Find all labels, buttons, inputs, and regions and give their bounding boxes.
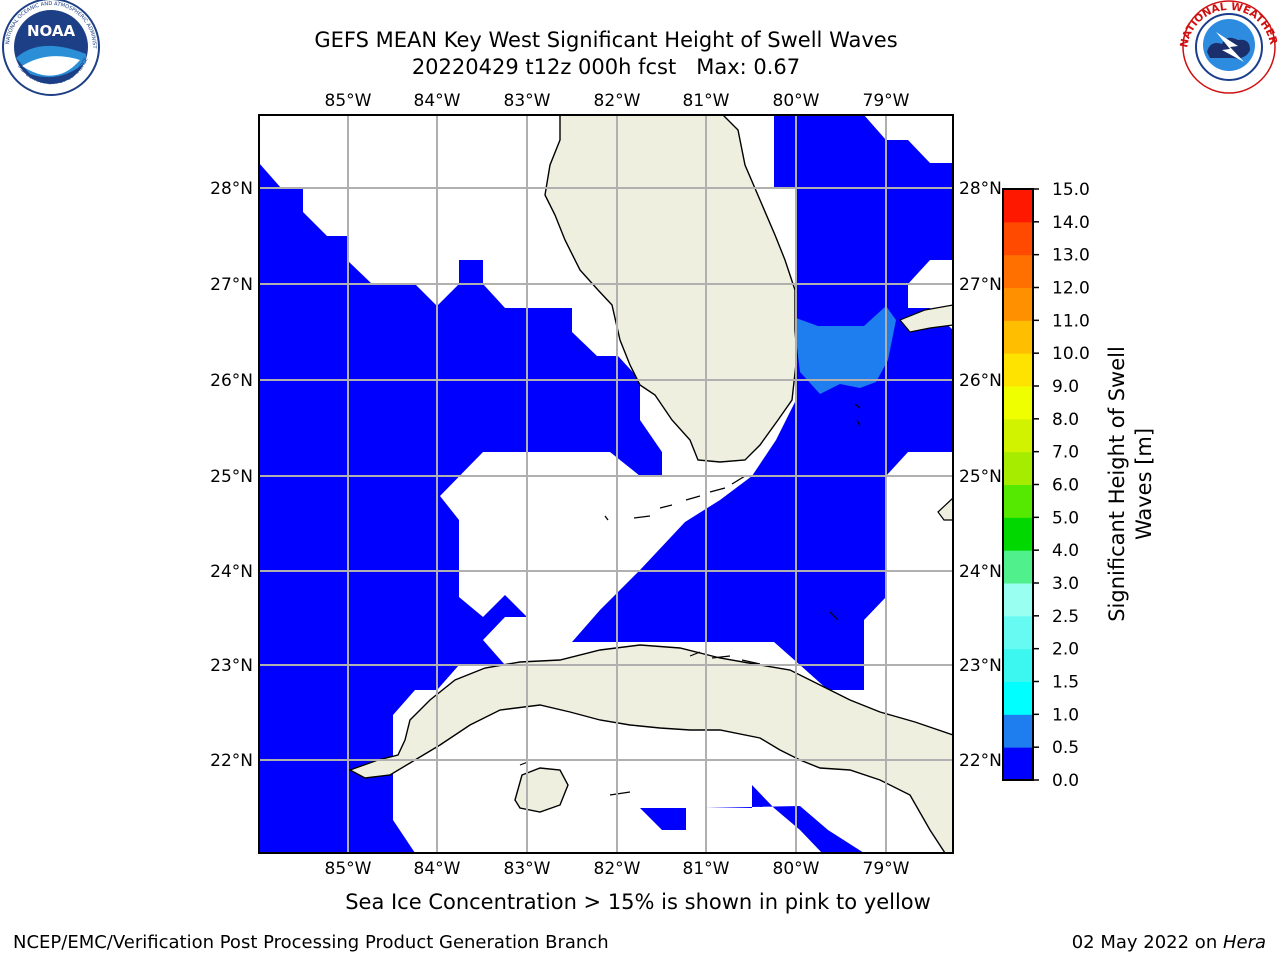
lat-label-left: 25°N — [210, 467, 253, 487]
colorbar-segment — [1003, 648, 1033, 682]
colorbar-tick-label: 11.0 — [1052, 311, 1090, 331]
lat-label-right: 27°N — [959, 275, 1002, 295]
colorbar-tick-label: 1.0 — [1052, 705, 1079, 725]
lon-label-top: 79°W — [863, 91, 910, 111]
swell-shading — [259, 115, 953, 853]
lon-label-bottom: 83°W — [504, 859, 551, 879]
lat-label-left: 24°N — [210, 562, 253, 582]
map-frame — [258, 114, 954, 854]
lat-label-left: 28°N — [210, 179, 253, 199]
lon-label-top: 80°W — [773, 91, 820, 111]
colorbar-segment — [1003, 386, 1033, 420]
noaa-logo: NOAA NATIONAL OCEANIC AND ATMOSPHERIC AD… — [0, 0, 100, 96]
lat-labels: 28°N 27°N 26°N 25°N 24°N 23°N 22°N 28°N … — [210, 179, 1002, 771]
lat-label-right: 24°N — [959, 562, 1002, 582]
map-area — [259, 115, 953, 853]
colorbar-tick-label: 15.0 — [1052, 180, 1090, 200]
colorbar-tick-label: 0.5 — [1052, 738, 1079, 758]
chart-subtitle: 20220429 t12z 000h fcst Max: 0.67 — [411, 55, 801, 79]
colorbar-tick-label: 13.0 — [1052, 246, 1090, 266]
map-grid — [259, 115, 953, 853]
colorbar-tick-label: 2.5 — [1052, 607, 1079, 627]
lat-label-right: 26°N — [959, 371, 1002, 391]
swell-region-atlantic — [572, 115, 953, 690]
lon-label-top: 85°W — [325, 91, 372, 111]
colorbar-tick-label: 7.0 — [1052, 443, 1079, 463]
colorbar-segment — [1003, 254, 1033, 288]
lon-label-bottom: 84°W — [414, 859, 461, 879]
colorbar-frame — [1002, 188, 1034, 781]
colorbar-segment — [1003, 747, 1033, 781]
colorbar-tick-label: 14.0 — [1052, 213, 1090, 233]
land-bahamas — [899, 304, 953, 333]
lon-label-bottom: 79°W — [863, 859, 910, 879]
lon-label-top: 84°W — [414, 91, 461, 111]
colorbar-segment — [1003, 714, 1033, 748]
colorbar-segment — [1003, 418, 1033, 453]
colorbar-segment — [1003, 681, 1033, 715]
lat-label-left: 22°N — [210, 751, 253, 771]
lon-label-bottom: 81°W — [683, 859, 730, 879]
lat-label-right: 28°N — [959, 179, 1002, 199]
colorbar-segment — [1003, 189, 1033, 223]
colorbar-tick-label: 6.0 — [1052, 476, 1079, 496]
colorbar-tick-label: 4.0 — [1052, 541, 1079, 561]
footer-date: 02 May 2022 on Hera — [1072, 932, 1266, 953]
lat-label-right: 22°N — [959, 751, 1002, 771]
swell-region-south-east — [705, 785, 864, 853]
colorbar-tick-label: 1.5 — [1052, 673, 1079, 693]
colorbar-segment — [1003, 550, 1033, 584]
swell-region-mid — [796, 306, 896, 394]
colorbar-segment — [1003, 320, 1033, 354]
colorbar-tick-label: 2.0 — [1052, 640, 1079, 660]
noaa-logo-text: NOAA — [27, 22, 76, 40]
colorbar-segment — [1003, 221, 1033, 256]
colorbar-label-line1: Significant Height of Swell — [1105, 346, 1129, 622]
nws-ring-text: NATIONAL WEATHER SERVICE — [0, 0, 1280, 49]
sea-ice-note: Sea Ice Concentration > 15% is shown in … — [345, 890, 931, 914]
lat-label-left: 27°N — [210, 275, 253, 295]
lon-label-bottom: 85°W — [325, 859, 372, 879]
lon-label-top: 81°W — [683, 91, 730, 111]
colorbar-tick-label: 8.0 — [1052, 410, 1079, 430]
footer-host: Hera — [1222, 932, 1266, 953]
swell-region-gulf — [259, 163, 662, 853]
colorbar-segment — [1003, 517, 1033, 551]
lat-label-left: 23°N — [210, 656, 253, 676]
cuba-keys — [519, 403, 861, 796]
land-florida — [544, 115, 798, 463]
land-isla-juventud — [514, 767, 569, 813]
colorbar-tick-label: 5.0 — [1052, 508, 1079, 528]
swell-region-south — [640, 808, 686, 830]
colorbar-ticks: 0.0 0.5 1.0 1.5 2.0 2.5 3.0 4.0 5.0 6.0 7.0 8.0 9.0 1… — [1033, 180, 1090, 791]
colorbar-segment — [1003, 583, 1033, 617]
lon-label-bottom: 82°W — [594, 859, 641, 879]
colorbar-tick-label: 0.0 — [1052, 771, 1079, 791]
colorbar-segment — [1003, 287, 1033, 321]
colorbar-tick-label: 12.0 — [1052, 279, 1090, 299]
colorbar-tick-label: 9.0 — [1052, 377, 1079, 397]
nws-logo: NATIONAL WEATHER SERVICE — [0, 0, 1280, 94]
colorbar-segment — [1003, 615, 1033, 650]
lat-label-right: 23°N — [959, 656, 1002, 676]
lon-label-top: 82°W — [594, 91, 641, 111]
chart-title: GEFS MEAN Key West Significant Height of… — [314, 28, 898, 52]
colorbar-segment — [1003, 484, 1033, 518]
lon-label-bottom: 80°W — [773, 859, 820, 879]
florida-keys — [604, 475, 746, 521]
footer-date-text: 02 May 2022 on — [1071, 932, 1223, 953]
colorbar-label-line2: Waves [m] — [1132, 428, 1156, 540]
colorbar-tick-label: 10.0 — [1052, 344, 1090, 364]
colorbar-tick-label: 3.0 — [1052, 574, 1079, 594]
colorbar-segment — [1003, 451, 1033, 485]
lat-label-left: 26°N — [210, 371, 253, 391]
lon-label-top: 83°W — [504, 91, 551, 111]
lat-label-right: 25°N — [959, 467, 1002, 487]
colorbar — [1003, 189, 1033, 781]
lon-labels: 85°W 84°W 83°W 82°W 81°W 80°W 79°W 85°W … — [325, 91, 910, 879]
colorbar-segment — [1003, 353, 1033, 387]
land-andros — [937, 497, 953, 521]
footer-credit: NCEP/EMC/Verification Post Processing Pr… — [13, 932, 609, 953]
